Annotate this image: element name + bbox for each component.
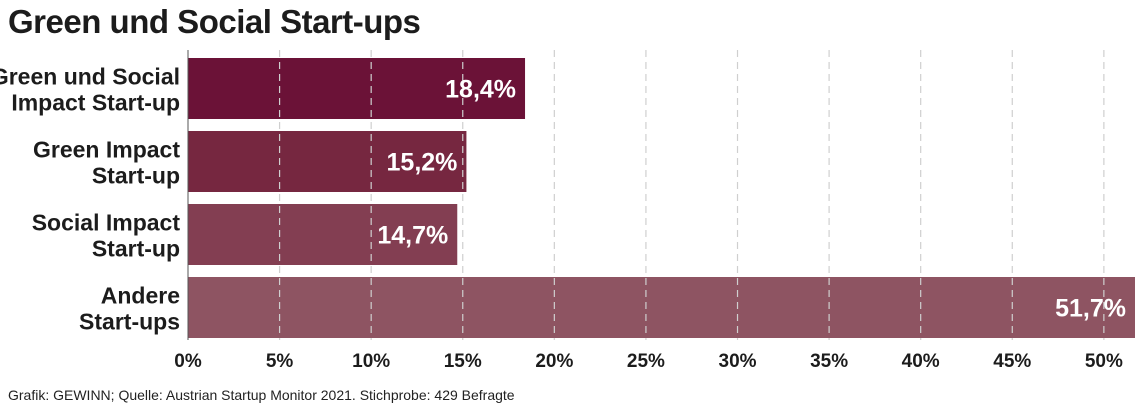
bar [188,204,458,265]
category-label: Green Impact Start-up [33,137,180,189]
value-label: 15,2% [387,149,458,177]
x-tick-label: 45% [993,351,1031,372]
value-label: 18,4% [445,76,516,104]
bars [188,58,1135,338]
category-label: Social Impact Start-up [32,210,181,262]
value-label: 14,7% [377,222,448,250]
value-labels: 18,4% 15,2% 14,7% 51,7% [377,76,1126,323]
grid-lines [187,50,1105,340]
bar [188,131,467,192]
value-label: 51,7% [1055,295,1126,323]
x-tick-label: 35% [810,351,848,372]
x-tick-label: 10% [352,351,390,372]
bar [188,277,1135,338]
x-tick-label: 15% [444,351,482,372]
x-tick-label: 5% [266,351,294,372]
x-tick-label: 50% [1085,351,1123,372]
category-labels: Green und Social Impact Start-up Green Imp… [0,64,180,335]
x-tick-label: 30% [719,351,757,372]
chart-title: Green und Social Start-ups [8,3,421,40]
source-footer: Grafik: GEWINN; Quelle: Austrian Startup… [8,387,515,403]
x-tick-label: 25% [627,351,665,372]
x-tick-label: 0% [174,351,202,372]
x-tick-label: 40% [902,351,940,372]
category-label: Andere Start-ups [79,283,180,335]
bar [188,58,526,119]
category-label: Green und Social Impact Start-up [0,64,180,116]
x-tick-label: 20% [535,351,573,372]
x-axis-ticks: 0% 5% 10% 15% 20% 25% 30% 35% 40% 45% 50% [174,351,1123,372]
